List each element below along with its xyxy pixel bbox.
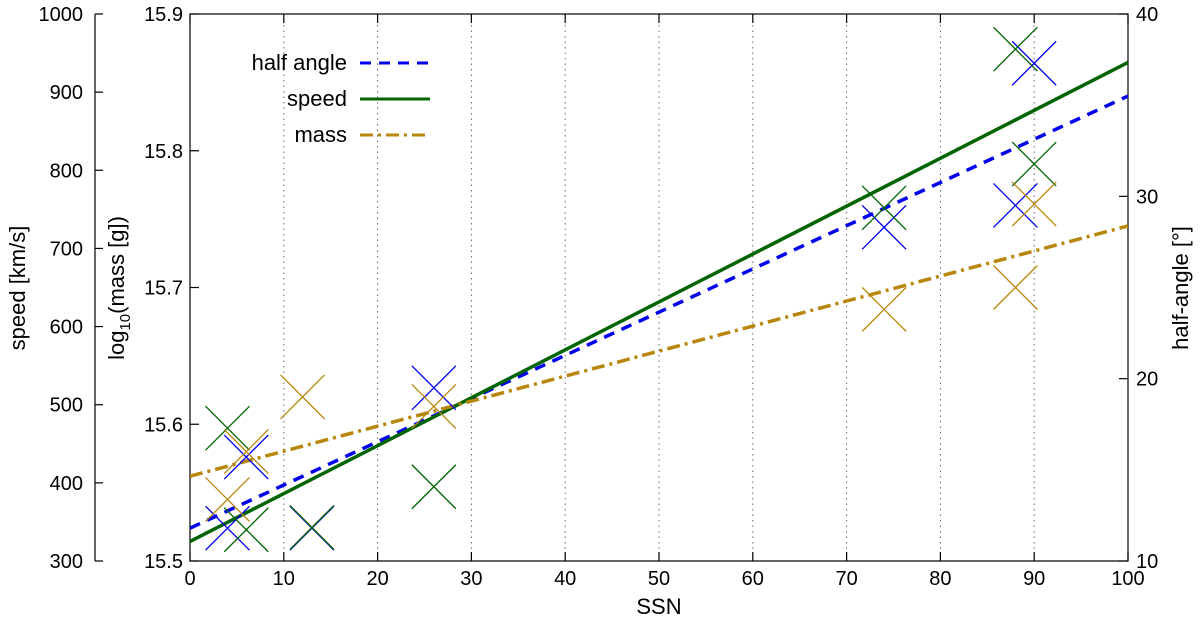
- speed-tick-label: 900: [50, 82, 83, 104]
- point-speed: [411, 464, 457, 510]
- x-tick-label: 50: [648, 568, 670, 590]
- point-half-angle: [1011, 40, 1057, 86]
- point-speed: [289, 504, 335, 550]
- speed-tick-label: 600: [50, 317, 83, 339]
- point-mass: [223, 429, 269, 475]
- x-axis: 0 10 20 30 40 50 60 70 80 90 100: [184, 14, 1145, 590]
- mass-tick-label: 15.7: [144, 278, 183, 300]
- mass-axis-title-subscript: 10: [117, 314, 134, 331]
- x-tick-label: 0: [184, 568, 195, 590]
- x-tick-label: 100: [1111, 568, 1144, 590]
- mass-axis: 15.5 15.6 15.7 15.8 15.9: [144, 4, 199, 573]
- data-points: [205, 26, 1057, 553]
- x-tick-label: 20: [366, 568, 388, 590]
- point-mass: [205, 477, 250, 522]
- point-half-angle: [411, 365, 457, 411]
- point-speed: [223, 507, 269, 553]
- legend: half angle speed mass: [252, 50, 430, 147]
- mass-axis-title-suffix: (mass [g]): [104, 216, 129, 314]
- point-mass: [411, 384, 457, 429]
- mass-tick-label: 15.9: [144, 4, 183, 26]
- legend-label-speed: speed: [287, 86, 347, 111]
- speed-axis-title: speed [km/s]: [5, 226, 30, 351]
- fit-line-half-angle: [190, 94, 1128, 530]
- x-axis-title: SSN: [636, 594, 681, 619]
- speed-tick-label: 700: [50, 238, 83, 260]
- half-angle-tick-label: 20: [1136, 369, 1158, 391]
- half-angle-tick-label: 30: [1136, 186, 1158, 208]
- point-half-angle: [861, 204, 907, 250]
- mass-tick-label: 15.5: [144, 551, 183, 573]
- x-tick-label: 30: [460, 568, 482, 590]
- point-mass: [992, 265, 1038, 310]
- point-half-angle: [992, 182, 1038, 228]
- speed-axis: 300 400 500 600 700 800 900 1000: [39, 4, 103, 573]
- fit-lines: [190, 60, 1128, 544]
- point-mass: [861, 286, 907, 332]
- speed-tick-label: 1000: [39, 4, 84, 26]
- speed-tick-label: 300: [50, 551, 83, 573]
- x-tick-label: 70: [835, 568, 857, 590]
- plot-area: [189, 13, 1129, 562]
- speed-tick-label: 400: [50, 473, 83, 495]
- half-angle-axis-title: half-angle [°]: [1168, 226, 1193, 350]
- fit-line-mass: [190, 224, 1128, 478]
- half-angle-tick-label: 10: [1136, 551, 1158, 573]
- x-tick-label: 40: [554, 568, 576, 590]
- fit-line-speed: [190, 60, 1128, 544]
- mass-tick-label: 15.6: [144, 414, 183, 436]
- mass-axis-title-prefix: log: [104, 331, 129, 360]
- point-speed: [861, 185, 907, 231]
- point-mass: [1011, 181, 1057, 227]
- point-speed: [992, 26, 1038, 72]
- half-angle-tick-label: 40: [1136, 4, 1158, 26]
- point-half-angle: [223, 434, 269, 480]
- point-mass: [280, 374, 326, 420]
- half-angle-axis: 10 20 30 40: [1119, 4, 1158, 573]
- x-tick-label: 10: [273, 568, 295, 590]
- point-speed: [1011, 141, 1057, 187]
- legend-label-mass: mass: [294, 122, 347, 147]
- x-tick-label: 90: [1023, 568, 1045, 590]
- legend-label-half-angle: half angle: [252, 50, 347, 75]
- x-tick-label: 80: [929, 568, 951, 590]
- speed-tick-label: 800: [50, 160, 83, 182]
- speed-tick-label: 500: [50, 395, 83, 417]
- point-speed: [205, 405, 250, 451]
- x-tick-label: 60: [742, 568, 764, 590]
- mass-axis-title: log10(mass [g]): [104, 216, 134, 360]
- mass-tick-label: 15.8: [144, 141, 183, 163]
